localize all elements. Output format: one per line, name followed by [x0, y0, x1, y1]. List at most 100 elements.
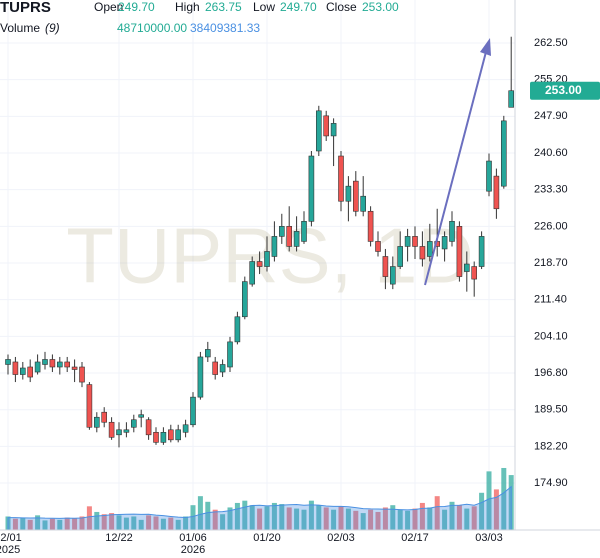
volume-bar — [501, 467, 507, 530]
candle-body — [471, 266, 478, 280]
candle-body — [182, 424, 189, 433]
arrow-head — [480, 38, 491, 56]
candle-body — [404, 236, 411, 247]
candle-body — [42, 359, 48, 365]
volume-bar — [331, 509, 337, 530]
candles — [5, 36, 515, 448]
candle-body — [145, 419, 152, 436]
candle-body — [116, 429, 122, 436]
candle-body — [278, 226, 285, 237]
volume-bar — [390, 505, 396, 530]
candle-body — [486, 160, 492, 192]
candle-body — [227, 341, 233, 368]
candle-body — [5, 359, 11, 365]
y-tick-label: 233.30 — [534, 184, 568, 196]
volume-bar — [116, 515, 122, 530]
y-tick-label: 196.80 — [534, 367, 568, 379]
candle-body — [71, 366, 78, 370]
candle-body — [286, 226, 293, 247]
candle-body — [138, 414, 144, 418]
y-tick-label: 262.50 — [534, 37, 568, 49]
volume-ma-value: 38409381.33 — [190, 21, 260, 35]
volume-bar — [212, 509, 218, 530]
volume-bar — [168, 517, 174, 530]
candle-body — [79, 366, 85, 383]
x-year-label: 2025 — [0, 544, 20, 556]
candle-body — [197, 356, 204, 398]
candle-body — [219, 364, 226, 373]
volume-bar — [294, 508, 300, 530]
volume-bar — [146, 515, 152, 530]
y-tick-label: 247.90 — [534, 110, 568, 122]
volume-bar — [234, 502, 240, 530]
volume-label: Volume — [0, 21, 40, 35]
close-value: 253.00 — [362, 0, 399, 14]
candle-body — [56, 361, 63, 368]
candle-body — [352, 180, 359, 212]
candle-body — [123, 429, 130, 433]
y-tick-label: 189.50 — [534, 404, 568, 416]
candle-body — [175, 429, 181, 441]
candle-body — [242, 281, 248, 318]
candle-body — [508, 90, 515, 108]
volume-bar — [264, 506, 270, 530]
candle-body — [234, 316, 241, 343]
candle-body — [463, 263, 470, 272]
trend-arrow — [424, 47, 488, 286]
candle-body — [367, 210, 374, 242]
candle-body — [308, 155, 315, 222]
volume-bar — [397, 509, 403, 530]
y-tick-label: 240.60 — [534, 147, 568, 159]
candle-body — [389, 266, 396, 285]
candle-body — [94, 416, 100, 428]
volume-bar — [279, 504, 285, 530]
candle-body — [131, 419, 137, 428]
volume-bar — [427, 507, 433, 530]
candle-body — [419, 246, 426, 260]
volume-pane — [5, 467, 514, 531]
volume-bar — [101, 514, 107, 530]
x-tick-label: 12/01 — [0, 532, 22, 544]
candle-body — [456, 226, 463, 277]
volume-bar — [49, 518, 55, 530]
volume-bar — [131, 516, 137, 530]
volume-bar — [308, 500, 314, 530]
candle-body — [19, 367, 26, 375]
candle-body — [205, 349, 211, 358]
candle-body — [34, 361, 41, 373]
volume-bar — [368, 509, 374, 530]
candle-body — [478, 236, 485, 267]
volume-bar — [479, 492, 485, 530]
y-tick-label: 182.20 — [534, 440, 568, 452]
candle-body — [49, 359, 56, 368]
volume-bar — [79, 516, 85, 530]
candle-body — [256, 261, 263, 267]
volume-bar — [197, 496, 203, 530]
candle-body — [426, 241, 433, 257]
volume-bar — [109, 513, 115, 530]
x-tick-label: 02/03 — [327, 532, 355, 544]
candle-body — [190, 396, 196, 426]
candle-body — [301, 221, 307, 242]
candle-body — [249, 261, 255, 285]
volume-bar — [353, 510, 359, 530]
candle-body — [271, 236, 278, 257]
volume-period: (9) — [45, 21, 60, 35]
volume-bar — [20, 517, 26, 530]
candle-body — [212, 361, 218, 375]
volume-bar — [405, 510, 411, 530]
volume-bar — [27, 519, 33, 530]
candle-body — [449, 221, 455, 242]
volume-bar — [153, 516, 159, 530]
y-tick-label: 211.40 — [534, 294, 567, 306]
high-label: High — [175, 0, 200, 14]
volume-bar — [35, 515, 41, 530]
x-tick-label: 01/06 — [179, 532, 207, 544]
volume-bar — [301, 509, 307, 530]
candle-body — [330, 123, 337, 137]
candle-body — [360, 195, 367, 212]
candle-body — [108, 421, 115, 438]
candle-body — [412, 236, 418, 247]
candle-body — [160, 431, 167, 443]
